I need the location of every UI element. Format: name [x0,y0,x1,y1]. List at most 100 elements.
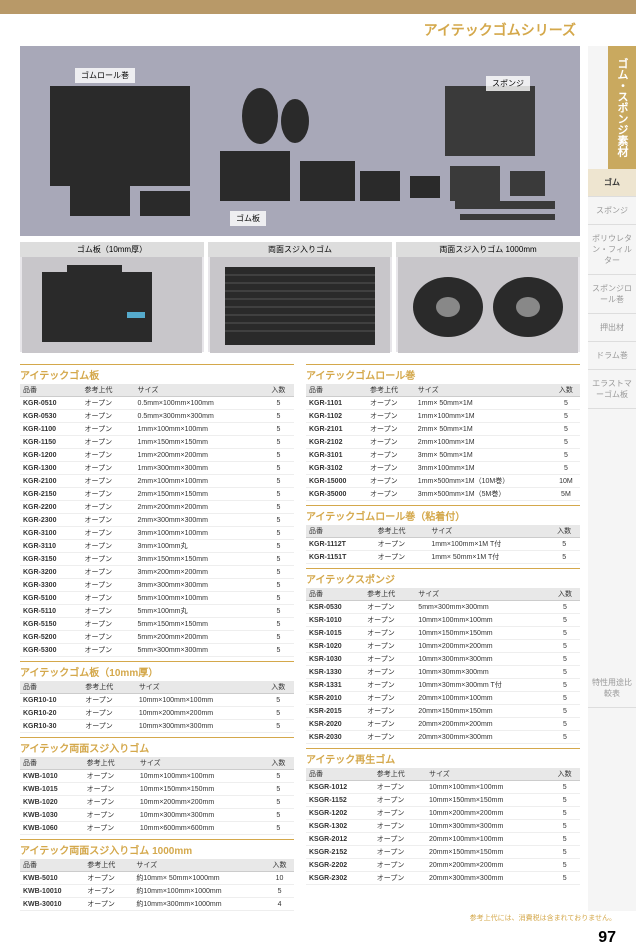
table-row: KGR-2100オープン2mm×100mm×100mm5 [20,475,294,488]
cell-size: 20mm×100mm×100mm [415,692,550,705]
cell-size: 10mm×200mm×200mm [136,707,263,720]
cell-qty: 5 [549,859,580,872]
sidebar-item[interactable]: エラストマーゴム板 [588,370,636,409]
cell-code: KGR-2300 [20,514,82,527]
cell-code: KGR-1101 [306,397,367,410]
cell-ref: オープン [374,781,426,794]
cell-code: KWB-1030 [20,809,84,822]
cell-label: ゴム板（10mm厚） [20,242,204,257]
cell-ref: オープン [374,872,426,885]
cell-code: KGR-1151T [306,551,375,564]
cell-qty: 5 [263,553,294,566]
cell-qty: 5 [550,614,580,627]
main-content: ゴムロール巻 ゴム板 スポンジ ゴム板（10mm厚） 両面スジ入りゴム 両面スジ… [0,46,588,911]
cell-size: 2mm× 50mm×1M [415,423,552,436]
sidebar-category: ゴム・スポンジ素材 [608,46,636,169]
table-row: KGR-1200オープン1mm×200mm×200mm5 [20,449,294,462]
sidebar-item[interactable]: ポリウレタン・フィルター [588,225,636,275]
table-row: KSGR-2012オープン20mm×100mm×100mm5 [306,833,580,846]
cell-size: 3mm×200mm×200mm [135,566,263,579]
cell-ref: オープン [82,527,135,540]
cell-qty: 5 [263,423,294,436]
table-row: KGR-2300オープン2mm×300mm×300mm5 [20,514,294,527]
cell-ref: オープン [82,592,135,605]
cell-ref: オープン [82,540,135,553]
table-row: KGR-2101オープン2mm× 50mm×1M5 [306,423,580,436]
product-cell: 両面スジ入りゴム 1000mm [396,242,580,352]
cell-qty: 5 [552,410,580,423]
cell-qty: 5 [263,397,294,410]
cell-qty: 5 [263,462,294,475]
cell-size: 5mm×150mm×150mm [135,618,263,631]
cell-code: KGR-3300 [20,579,82,592]
cell-qty: 5 [263,540,294,553]
cell-ref: オープン [82,397,135,410]
th-ref: 参考上代 [82,681,136,694]
cell-code: KSGR-1202 [306,807,374,820]
cell-ref: オープン [82,410,135,423]
th-size: サイズ [137,757,263,770]
cell-code: KWB-1020 [20,796,84,809]
cell-code: KSR-2030 [306,731,364,744]
table-row: KGR-3110オープン3mm×100mm丸5 [20,540,294,553]
sidebar-item[interactable]: スポンジ [588,197,636,225]
table-row: KGR-1112Tオープン1mm×100mm×1M T付5 [306,538,580,551]
product-table: 品番参考上代サイズ入数KGR10-10オープン10mm×100mm×100mm5… [20,681,294,733]
th-ref: 参考上代 [374,768,426,781]
th-qty: 入数 [550,588,580,601]
cell-code: KGR-1150 [20,436,82,449]
cell-size: 10mm×100mm×100mm [137,770,263,783]
cell-size: 2mm×200mm×200mm [135,501,263,514]
cell-size: 5mm×200mm×200mm [135,631,263,644]
table-row: KGR-5150オープン5mm×150mm×150mm5 [20,618,294,631]
cell-qty: 10M [552,475,580,488]
th-qty: 入数 [549,768,580,781]
cell-size: 10mm×100mm×100mm [136,694,263,707]
cell-code: KGR-5110 [20,605,82,618]
cell-size: 20mm×300mm×300mm [426,872,549,885]
cell-code: KGR-2102 [306,436,367,449]
section-title: アイテック両面スジ入りゴム [20,737,294,755]
table-row: KGR-2150オープン2mm×150mm×150mm5 [20,488,294,501]
cell-code: KSGR-1302 [306,820,374,833]
cell-code: KSR-1010 [306,614,364,627]
table-row: KSR-2015オープン20mm×150mm×150mm5 [306,705,580,718]
cell-qty: 5 [550,653,580,666]
image-label: ゴムロール巻 [75,68,135,83]
cell-qty: 5 [263,796,294,809]
cell-size: 20mm×300mm×300mm [415,731,550,744]
table-row: KGR-1151Tオープン1mm× 50mm×1M T付5 [306,551,580,564]
table-row: KGR-1102オープン1mm×100mm×1M5 [306,410,580,423]
table-row: KGR-3102オープン3mm×100mm×1M5 [306,462,580,475]
th-ref: 参考上代 [375,525,429,538]
sidebar-item[interactable]: スポンジロール巻 [588,275,636,314]
cell-ref: オープン [367,436,415,449]
cell-ref: オープン [84,898,133,911]
sidebar-item[interactable]: ドラム巻 [588,342,636,370]
cell-ref: オープン [82,631,135,644]
sidebar-item[interactable]: 押出材 [588,314,636,342]
cell-size: 3mm×150mm×150mm [135,553,263,566]
cell-qty: 5 [550,692,580,705]
sidebar-item[interactable]: ゴム [588,169,636,197]
table-row: KGR-1101オープン1mm× 50mm×1M5 [306,397,580,410]
cell-code: KGR-15000 [306,475,367,488]
cell-code: KSR-2010 [306,692,364,705]
cell-qty: 5 [263,488,294,501]
cell-code: KSR-2015 [306,705,364,718]
cell-qty: 5 [263,514,294,527]
cell-size: 3mm×500mm×1M（5M巻） [415,488,552,501]
table-row: KGR-0510オープン0.5mm×100mm×100mm5 [20,397,294,410]
cell-ref: オープン [84,885,133,898]
cell-code: KGR-2200 [20,501,82,514]
cell-ref: オープン [364,679,415,692]
th-code: 品番 [306,525,375,538]
cell-qty: 5 [550,640,580,653]
cell-qty: 5 [263,579,294,592]
cell-qty: 5 [263,527,294,540]
sidebar-item[interactable]: 特性用途比較表 [588,669,636,708]
cell-code: KGR-3110 [20,540,82,553]
cell-size: 1mm× 50mm×1M T付 [428,551,548,564]
section-title: アイテックゴム板（10mm厚） [20,661,294,679]
th-code: 品番 [20,384,82,397]
